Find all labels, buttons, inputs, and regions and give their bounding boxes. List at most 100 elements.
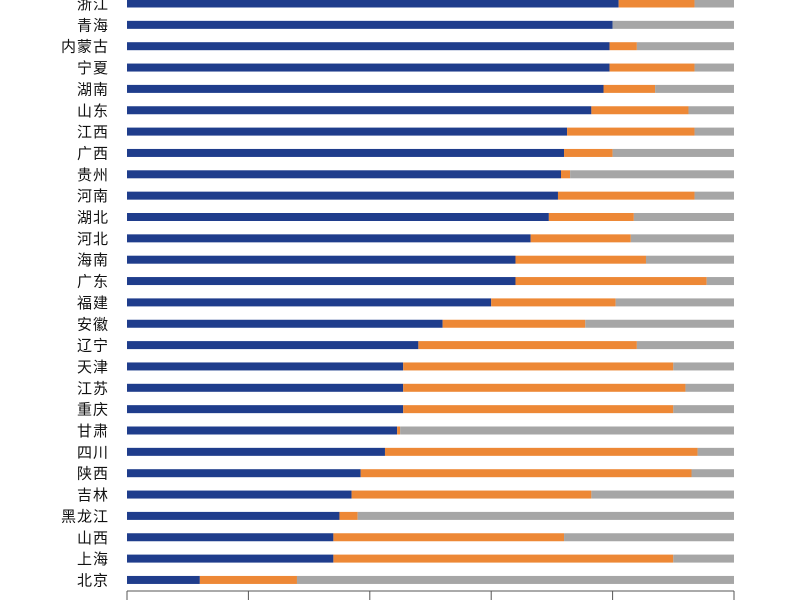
bar-segment-1-3 bbox=[127, 42, 610, 51]
bar-segment-1-2 bbox=[127, 20, 613, 29]
bar-segment-3-24 bbox=[591, 490, 734, 499]
category-label: 山东 bbox=[77, 102, 109, 120]
bar-segment-1-5 bbox=[127, 84, 604, 93]
category-label: 贵州 bbox=[77, 166, 109, 184]
category-label: 山西 bbox=[77, 529, 109, 547]
bar-segment-3-23 bbox=[691, 469, 734, 478]
bar-segment-3-26 bbox=[564, 533, 734, 542]
bar-segment-3-2 bbox=[612, 20, 734, 29]
bar-segment-3-12 bbox=[630, 234, 734, 243]
bar-segment-1-25 bbox=[127, 511, 340, 520]
category-label: 安徽 bbox=[77, 315, 109, 333]
category-label: 湖南 bbox=[77, 80, 109, 98]
bar-segment-3-10 bbox=[694, 191, 734, 200]
category-label: 福建 bbox=[77, 294, 109, 312]
bar-segment-3-1 bbox=[694, 0, 734, 8]
bar-segment-2-20 bbox=[403, 405, 674, 414]
bar-segment-2-12 bbox=[530, 234, 631, 243]
category-label: 广东 bbox=[77, 273, 109, 291]
bar-segment-3-13 bbox=[645, 255, 735, 264]
category-label: 重庆 bbox=[77, 401, 109, 419]
bar-segment-1-4 bbox=[127, 63, 610, 72]
bar-segment-1-6 bbox=[127, 106, 592, 115]
bar-segment-3-9 bbox=[570, 170, 734, 179]
category-label: 宁夏 bbox=[77, 59, 109, 77]
bar-segment-2-18 bbox=[403, 362, 674, 371]
bar-segment-2-21 bbox=[397, 426, 401, 435]
bar-segment-2-10 bbox=[557, 191, 695, 200]
bar-segment-1-13 bbox=[127, 255, 516, 264]
bar-segment-3-21 bbox=[400, 426, 734, 435]
category-label: 河北 bbox=[77, 230, 109, 248]
bar-segment-3-17 bbox=[636, 341, 734, 350]
x-axis bbox=[126, 590, 735, 600]
bar-segment-3-19 bbox=[685, 383, 734, 392]
bar-segment-1-15 bbox=[127, 298, 492, 307]
category-label: 江苏 bbox=[77, 379, 109, 397]
bar-segment-2-13 bbox=[515, 255, 646, 264]
category-label: 内蒙古 bbox=[61, 38, 109, 56]
bar-segment-1-11 bbox=[127, 213, 549, 221]
bar-segment-2-19 bbox=[403, 383, 686, 392]
bar-segment-2-28 bbox=[199, 575, 297, 584]
bar-segment-1-19 bbox=[127, 383, 404, 392]
bar-segment-1-27 bbox=[127, 554, 334, 563]
bar-segment-2-3 bbox=[609, 42, 637, 51]
bar-segment-2-5 bbox=[603, 84, 656, 93]
bar-segment-2-14 bbox=[515, 277, 707, 286]
bar-segment-2-25 bbox=[339, 511, 358, 520]
category-label: 甘肃 bbox=[77, 422, 109, 440]
category-label: 河南 bbox=[77, 187, 109, 205]
bars-group bbox=[127, 0, 735, 584]
bar-segment-3-25 bbox=[357, 511, 734, 520]
category-label: 天津 bbox=[77, 358, 109, 376]
bar-segment-2-22 bbox=[384, 447, 698, 456]
bar-segment-2-26 bbox=[333, 533, 565, 542]
category-label: 浙江 bbox=[77, 0, 109, 13]
bar-segment-1-26 bbox=[127, 533, 334, 542]
bar-segment-2-17 bbox=[418, 341, 637, 350]
bar-segment-1-17 bbox=[127, 341, 419, 350]
category-label: 陕西 bbox=[77, 465, 109, 483]
bar-segment-2-8 bbox=[564, 148, 613, 157]
bar-segment-3-4 bbox=[694, 63, 734, 72]
bar-segment-3-11 bbox=[633, 213, 735, 221]
category-label: 四川 bbox=[77, 443, 109, 461]
bar-segment-3-3 bbox=[636, 42, 734, 51]
bar-segment-2-15 bbox=[491, 298, 616, 307]
bar-segment-2-6 bbox=[591, 106, 689, 115]
bar-segment-3-15 bbox=[615, 298, 734, 307]
bar-segment-2-7 bbox=[567, 127, 695, 136]
category-label: 北京 bbox=[77, 571, 109, 589]
category-label: 海南 bbox=[77, 251, 109, 269]
bar-segment-3-18 bbox=[673, 362, 734, 371]
bar-segment-2-11 bbox=[548, 213, 634, 221]
bar-segment-3-27 bbox=[673, 554, 734, 563]
bar-segment-1-22 bbox=[127, 447, 385, 456]
bar-segment-1-18 bbox=[127, 362, 404, 371]
bar-segment-2-16 bbox=[442, 319, 586, 328]
bar-segment-3-8 bbox=[612, 148, 734, 157]
bar-segment-2-27 bbox=[333, 554, 674, 563]
bar-segment-1-14 bbox=[127, 277, 516, 286]
bar-segment-3-28 bbox=[296, 575, 734, 584]
category-label: 江西 bbox=[77, 123, 109, 141]
bar-segment-1-16 bbox=[127, 319, 443, 328]
bar-segment-3-20 bbox=[673, 405, 734, 414]
bar-segment-2-9 bbox=[561, 170, 571, 179]
category-label: 青海 bbox=[77, 16, 109, 34]
bar-segment-1-28 bbox=[127, 575, 200, 584]
bar-segment-2-1 bbox=[618, 0, 695, 8]
bar-segment-2-24 bbox=[351, 490, 592, 499]
bar-segment-3-16 bbox=[585, 319, 735, 328]
category-label: 上海 bbox=[77, 550, 109, 568]
bar-segment-1-12 bbox=[127, 234, 531, 243]
category-labels-group: 浙江青海内蒙古宁夏湖南山东江西广西贵州河南湖北河北海南广东福建安徽辽宁天津江苏重… bbox=[61, 0, 109, 589]
category-label: 吉林 bbox=[77, 486, 109, 504]
bar-segment-1-8 bbox=[127, 148, 565, 157]
bar-segment-1-10 bbox=[127, 191, 558, 200]
category-label: 黑龙江 bbox=[61, 507, 109, 525]
category-label: 广西 bbox=[77, 144, 109, 162]
bar-segment-3-6 bbox=[688, 106, 734, 115]
